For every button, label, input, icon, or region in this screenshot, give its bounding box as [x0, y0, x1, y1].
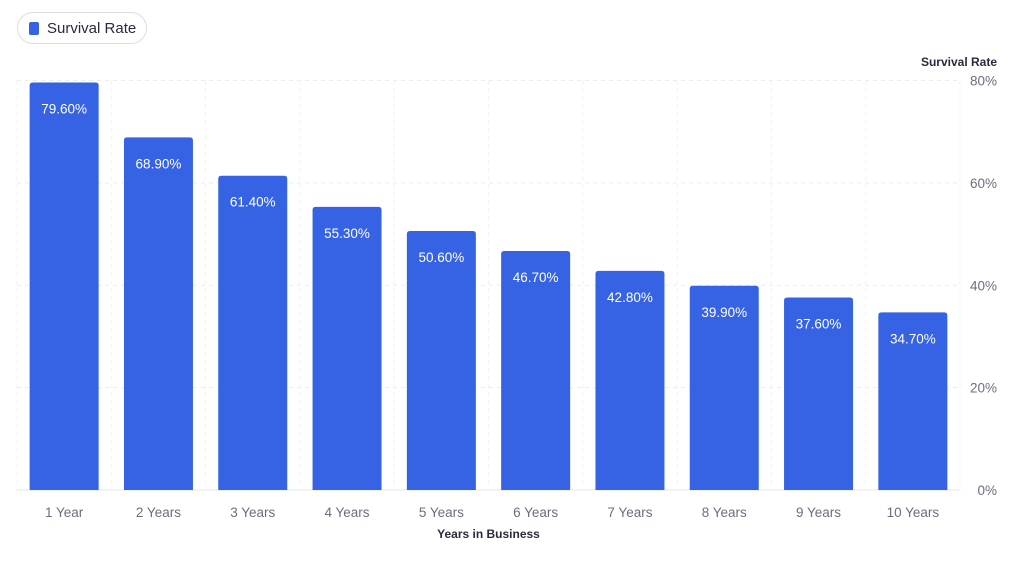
x-tick-label: 6 Years	[513, 505, 558, 520]
bar-10-years[interactable]	[878, 312, 948, 490]
bar-value-label: 50.60%	[418, 250, 464, 265]
bars: 79.60% 68.90% 61.40% 55.30% 50.60% 46.70% 42.8…	[29, 82, 948, 491]
y-tick-label: 20%	[970, 381, 997, 396]
x-tick-label: 2 Years	[136, 505, 181, 520]
bar-5-years[interactable]	[406, 230, 476, 490]
x-tick-label: 9 Years	[796, 505, 841, 520]
bar-6-years[interactable]	[501, 250, 571, 490]
x-tick-label: 4 Years	[325, 505, 370, 520]
y-tick-label: 40%	[970, 278, 997, 293]
x-tick-label: 7 Years	[607, 505, 652, 520]
bar-7-years[interactable]	[595, 270, 665, 490]
bar-value-label: 55.30%	[324, 226, 370, 241]
bar-value-label: 39.90%	[701, 305, 747, 320]
x-tick-label: 3 Years	[230, 505, 275, 520]
legend-label: Survival Rate	[47, 19, 137, 37]
bar-1-year[interactable]	[29, 82, 99, 491]
bar-value-label: 34.70%	[890, 331, 936, 346]
x-tick-label: 5 Years	[419, 505, 464, 520]
x-tick-label: 1 Year	[45, 505, 84, 520]
bar-8-years[interactable]	[689, 285, 759, 490]
bar-value-label: 46.70%	[513, 270, 559, 285]
x-axis-ticks: 1 Year 2 Years 3 Years 4 Years 5 Years 6 Year…	[45, 505, 939, 520]
bar-4-years[interactable]	[312, 206, 382, 491]
x-tick-label: 8 Years	[702, 505, 747, 520]
legend-swatch	[29, 21, 39, 35]
x-axis-title: Years in Business	[437, 527, 540, 541]
legend-item-survival-rate[interactable]: Survival Rate	[17, 12, 148, 44]
bar-2-years[interactable]	[123, 137, 193, 491]
y-axis-title: Survival Rate	[921, 55, 997, 69]
y-tick-label: 0%	[977, 483, 997, 498]
bar-value-label: 68.90%	[136, 156, 182, 171]
bar-value-label: 42.80%	[607, 290, 653, 305]
y-tick-label: 80%	[970, 74, 997, 89]
bar-3-years[interactable]	[218, 175, 288, 491]
x-tick-label: 10 Years	[887, 505, 940, 520]
bar-value-label: 37.60%	[796, 317, 842, 332]
y-axis-ticks: 0% 20% 40% 60% 80%	[970, 74, 997, 499]
bar-value-label: 61.40%	[230, 195, 276, 210]
bar-value-label: 79.60%	[41, 102, 87, 117]
y-tick-label: 60%	[970, 176, 997, 191]
bar-9-years[interactable]	[784, 297, 854, 490]
